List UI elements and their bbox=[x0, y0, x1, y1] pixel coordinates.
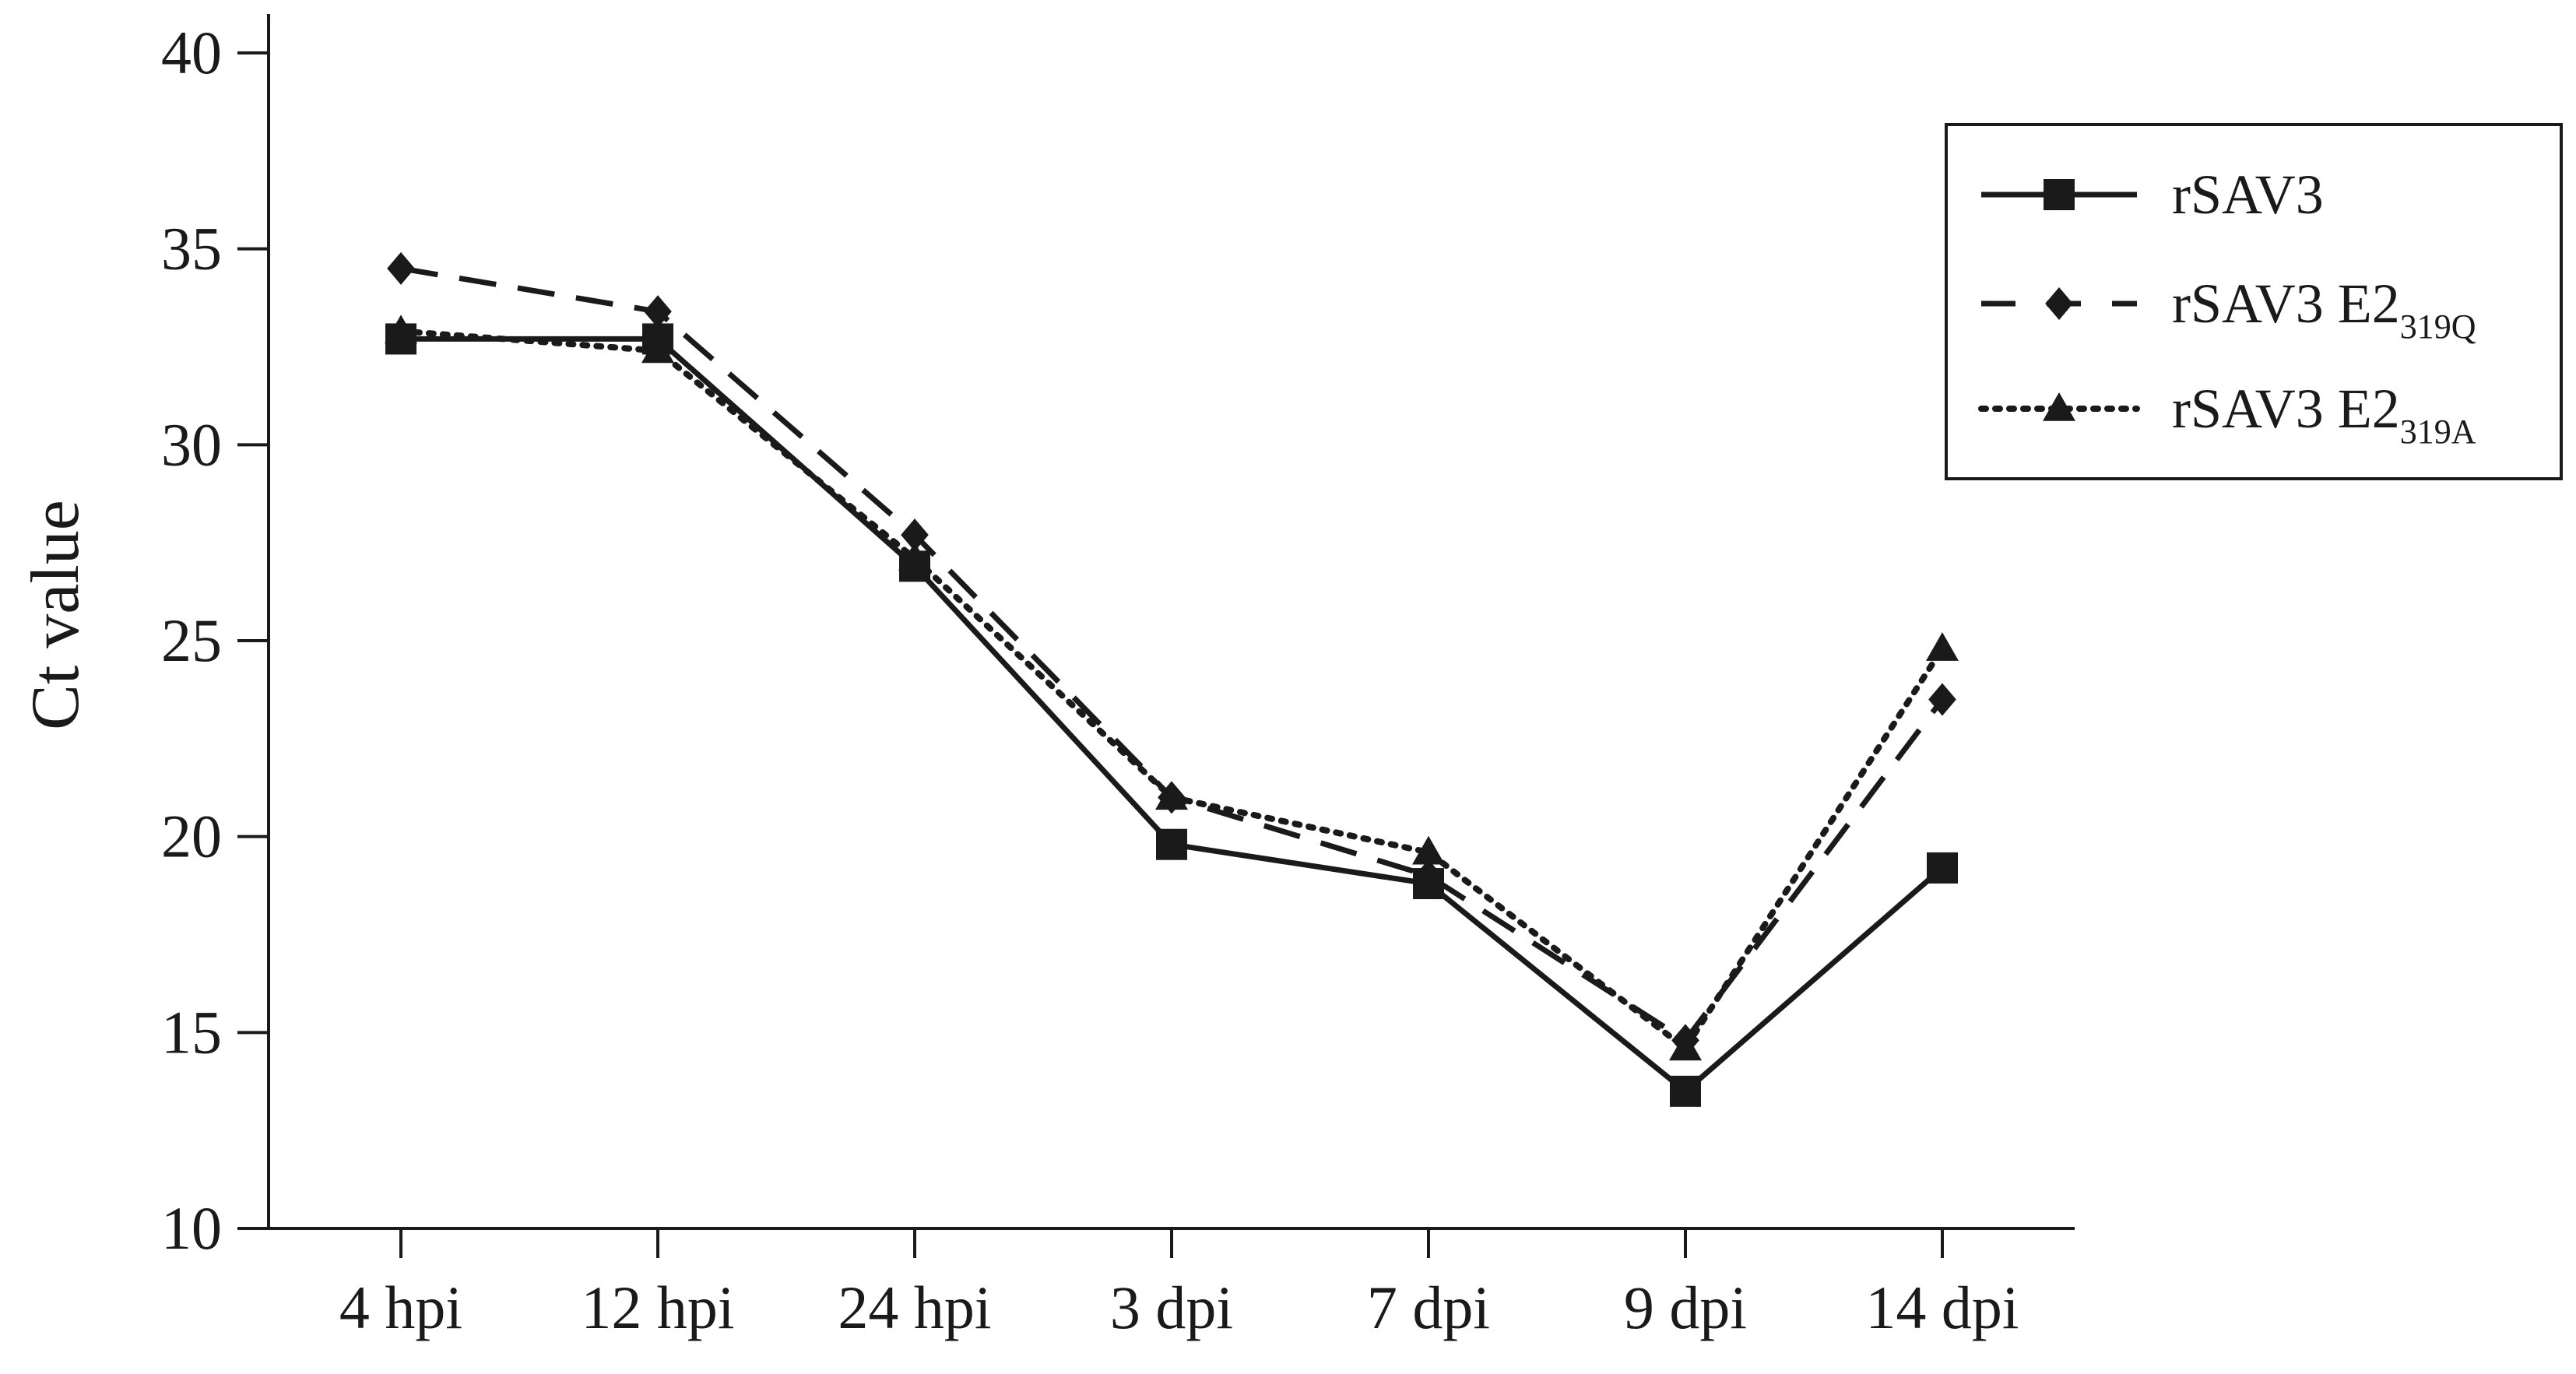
series-layer bbox=[385, 251, 1959, 1107]
data-point bbox=[1926, 632, 1959, 661]
x-tick-label: 14 dpi bbox=[1865, 1274, 2019, 1341]
y-axis-title: Ct value bbox=[18, 500, 93, 730]
series-3 bbox=[385, 315, 1959, 1061]
y-tick-label: 40 bbox=[161, 19, 222, 86]
series-line bbox=[401, 336, 1945, 1095]
legend: rSAV3 rSAV3 E2319Q rSAV3 E2319A bbox=[1945, 123, 2563, 480]
legend-entry: rSAV3 E2319Q bbox=[1981, 272, 2476, 346]
series-line bbox=[398, 328, 1945, 1052]
y-tick-label: 30 bbox=[161, 410, 222, 478]
y-tick-label: 35 bbox=[161, 215, 222, 283]
x-tick-label: 9 dpi bbox=[1624, 1274, 1747, 1341]
legend-items: rSAV3 rSAV3 E2319Q rSAV3 E2319A bbox=[1978, 163, 2476, 451]
legend-label: rSAV3 bbox=[2172, 163, 2324, 226]
legend-marker bbox=[2044, 179, 2075, 210]
axes: 10 15 20 25 30 35 40 4 hpi 12 hpi 24 hpi 3 dpi 7 dp… bbox=[161, 14, 2075, 1341]
data-point bbox=[1412, 835, 1445, 865]
legend-marker bbox=[2043, 392, 2075, 421]
data-point bbox=[385, 315, 417, 344]
data-point bbox=[641, 334, 674, 364]
x-tick-label: 4 hpi bbox=[339, 1274, 462, 1341]
x-tick-label: 24 hpi bbox=[838, 1274, 991, 1341]
data-point bbox=[1928, 683, 1956, 716]
data-point bbox=[898, 542, 931, 571]
legend-label: rSAV3 E2319A bbox=[2172, 378, 2476, 451]
x-tick-label: 7 dpi bbox=[1367, 1274, 1490, 1341]
legend-label: rSAV3 E2319Q bbox=[2172, 272, 2476, 346]
data-point bbox=[1670, 1075, 1701, 1107]
y-tick-label: 15 bbox=[161, 998, 222, 1066]
y-tick-label: 25 bbox=[161, 606, 222, 674]
data-point bbox=[901, 518, 929, 552]
x-tick-label: 12 hpi bbox=[581, 1274, 734, 1341]
data-point bbox=[1155, 781, 1188, 810]
legend-entry: rSAV3 bbox=[1981, 163, 2324, 226]
data-point bbox=[1669, 1031, 1702, 1061]
legend-marker bbox=[2045, 287, 2073, 320]
legend-entry: rSAV3 E2319A bbox=[1978, 378, 2476, 451]
data-point bbox=[387, 251, 415, 285]
y-tick-label: 10 bbox=[161, 1194, 222, 1262]
series-line bbox=[400, 265, 1945, 1043]
x-tick-label: 3 dpi bbox=[1110, 1274, 1233, 1341]
data-point bbox=[1415, 859, 1443, 892]
y-tick-label: 20 bbox=[161, 803, 222, 870]
series-2 bbox=[387, 251, 1956, 1057]
data-point bbox=[1156, 828, 1187, 860]
data-point bbox=[644, 295, 672, 329]
data-point bbox=[1927, 852, 1958, 884]
